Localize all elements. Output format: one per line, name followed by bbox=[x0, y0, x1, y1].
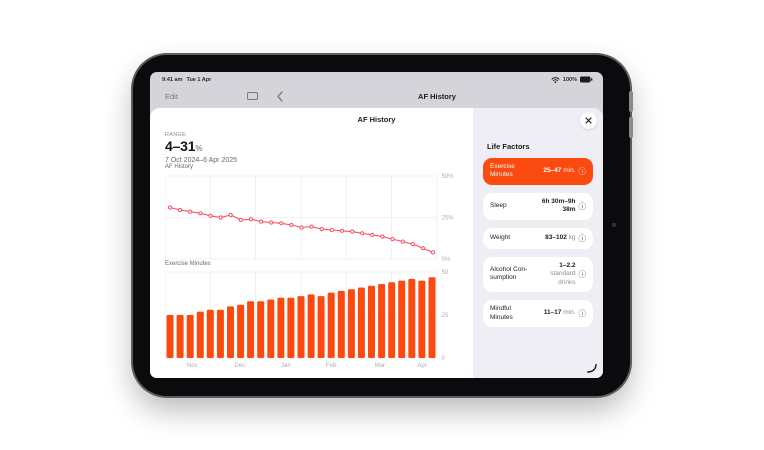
svg-text:50%: 50% bbox=[442, 174, 455, 180]
info-icon[interactable]: ⓘ bbox=[578, 166, 587, 176]
af-history-line-chart[interactable]: 0% 25% 50% bbox=[165, 171, 473, 267]
svg-text:Feb: Feb bbox=[326, 363, 337, 369]
close-button[interactable] bbox=[580, 112, 597, 129]
range-value: 4–31% bbox=[165, 138, 203, 154]
front-camera bbox=[612, 223, 616, 227]
life-factors-title: Life Factors bbox=[487, 142, 530, 151]
range-unit: % bbox=[195, 144, 203, 153]
factor-value: 83–102 kg bbox=[545, 234, 576, 242]
factor-name: Exercise Minutes bbox=[490, 163, 515, 179]
volume-up-button[interactable] bbox=[629, 91, 633, 112]
svg-text:0%: 0% bbox=[442, 257, 451, 263]
svg-text:25: 25 bbox=[442, 313, 449, 319]
volume-down-button[interactable] bbox=[629, 117, 633, 138]
factor-name: Sleep bbox=[490, 202, 507, 210]
bar-chart-title: Exercise Minutes bbox=[165, 261, 211, 267]
af-history-modal: AF History RANGE 4–31% 7 Oct 2024–6 Apr … bbox=[150, 108, 603, 378]
info-icon[interactable]: ⓘ bbox=[578, 233, 587, 243]
info-icon[interactable]: ⓘ bbox=[578, 269, 587, 279]
status-time: 9:41 am bbox=[162, 76, 183, 83]
status-bar: 9:41 am Tue 1 Apr 100% bbox=[150, 72, 603, 85]
svg-text:50: 50 bbox=[442, 270, 449, 276]
battery-percent: 100% bbox=[562, 76, 577, 83]
life-factor-row[interactable]: Sleep 6h 30m–9h 38m ⓘ bbox=[483, 192, 593, 220]
info-icon[interactable]: ⓘ bbox=[578, 308, 587, 318]
corner-swipe-indicator bbox=[587, 364, 597, 373]
svg-text:0: 0 bbox=[442, 356, 446, 362]
svg-text:Mar: Mar bbox=[375, 363, 385, 369]
navigation-bar: Edit AF History bbox=[150, 85, 603, 108]
life-factors-list: Exercise Minutes 25–47 min. ⓘ Sleep 6h 30m–9… bbox=[483, 158, 593, 327]
life-factor-row[interactable]: Alcohol Con- sumption 1–2.2 standard drin… bbox=[483, 256, 593, 293]
wifi-icon bbox=[551, 76, 560, 83]
close-icon bbox=[585, 117, 592, 124]
svg-text:Apr: Apr bbox=[417, 363, 426, 369]
factor-value: 6h 30m–9h 38m bbox=[541, 197, 576, 214]
edit-button[interactable]: Edit bbox=[165, 92, 178, 101]
svg-text:Dec: Dec bbox=[234, 363, 245, 369]
exercise-minutes-bar-chart[interactable]: 0 25 50 Nov Dec Jan Feb Mar Apr bbox=[165, 267, 473, 372]
life-factor-row[interactable]: Mindful Minutes 11–17 min. ⓘ bbox=[483, 300, 593, 327]
battery-icon bbox=[580, 76, 593, 83]
life-factors-panel: Life Factors Exercise Minutes 25–47 min. ⓘ… bbox=[473, 108, 603, 378]
life-factor-row[interactable]: Weight 83–102 kg ⓘ bbox=[483, 227, 593, 249]
back-chevron-icon[interactable] bbox=[277, 91, 283, 102]
svg-text:Jan: Jan bbox=[281, 363, 291, 369]
factor-value: 1–2.2 standard drinks bbox=[550, 261, 576, 286]
status-date: Tue 1 Apr bbox=[186, 76, 212, 83]
factor-name: Alcohol Con- sumption bbox=[490, 265, 528, 282]
ipad-device-frame: 9:41 am Tue 1 Apr 100% Edit bbox=[133, 55, 633, 396]
factor-name: Mindful Minutes bbox=[490, 305, 513, 321]
screen: 9:41 am Tue 1 Apr 100% Edit bbox=[150, 72, 603, 378]
range-label: RANGE bbox=[165, 132, 187, 138]
factor-value: 11–17 min. bbox=[543, 309, 576, 317]
info-icon[interactable]: ⓘ bbox=[578, 201, 587, 211]
svg-text:25%: 25% bbox=[442, 216, 455, 222]
factor-name: Weight bbox=[490, 234, 511, 242]
chart-panel: RANGE 4–31% 7 Oct 2024–6 Apr 2025 AF His… bbox=[150, 108, 473, 378]
factor-value: 25–47 min. bbox=[543, 167, 576, 175]
svg-text:Nov: Nov bbox=[187, 363, 198, 369]
life-factor-row[interactable]: Exercise Minutes 25–47 min. ⓘ bbox=[483, 158, 593, 185]
nav-title: AF History bbox=[418, 92, 456, 101]
multitask-icon[interactable] bbox=[247, 92, 258, 100]
line-chart-title: AF History bbox=[165, 164, 194, 170]
date-range: 7 Oct 2024–6 Apr 2025 bbox=[165, 157, 237, 164]
